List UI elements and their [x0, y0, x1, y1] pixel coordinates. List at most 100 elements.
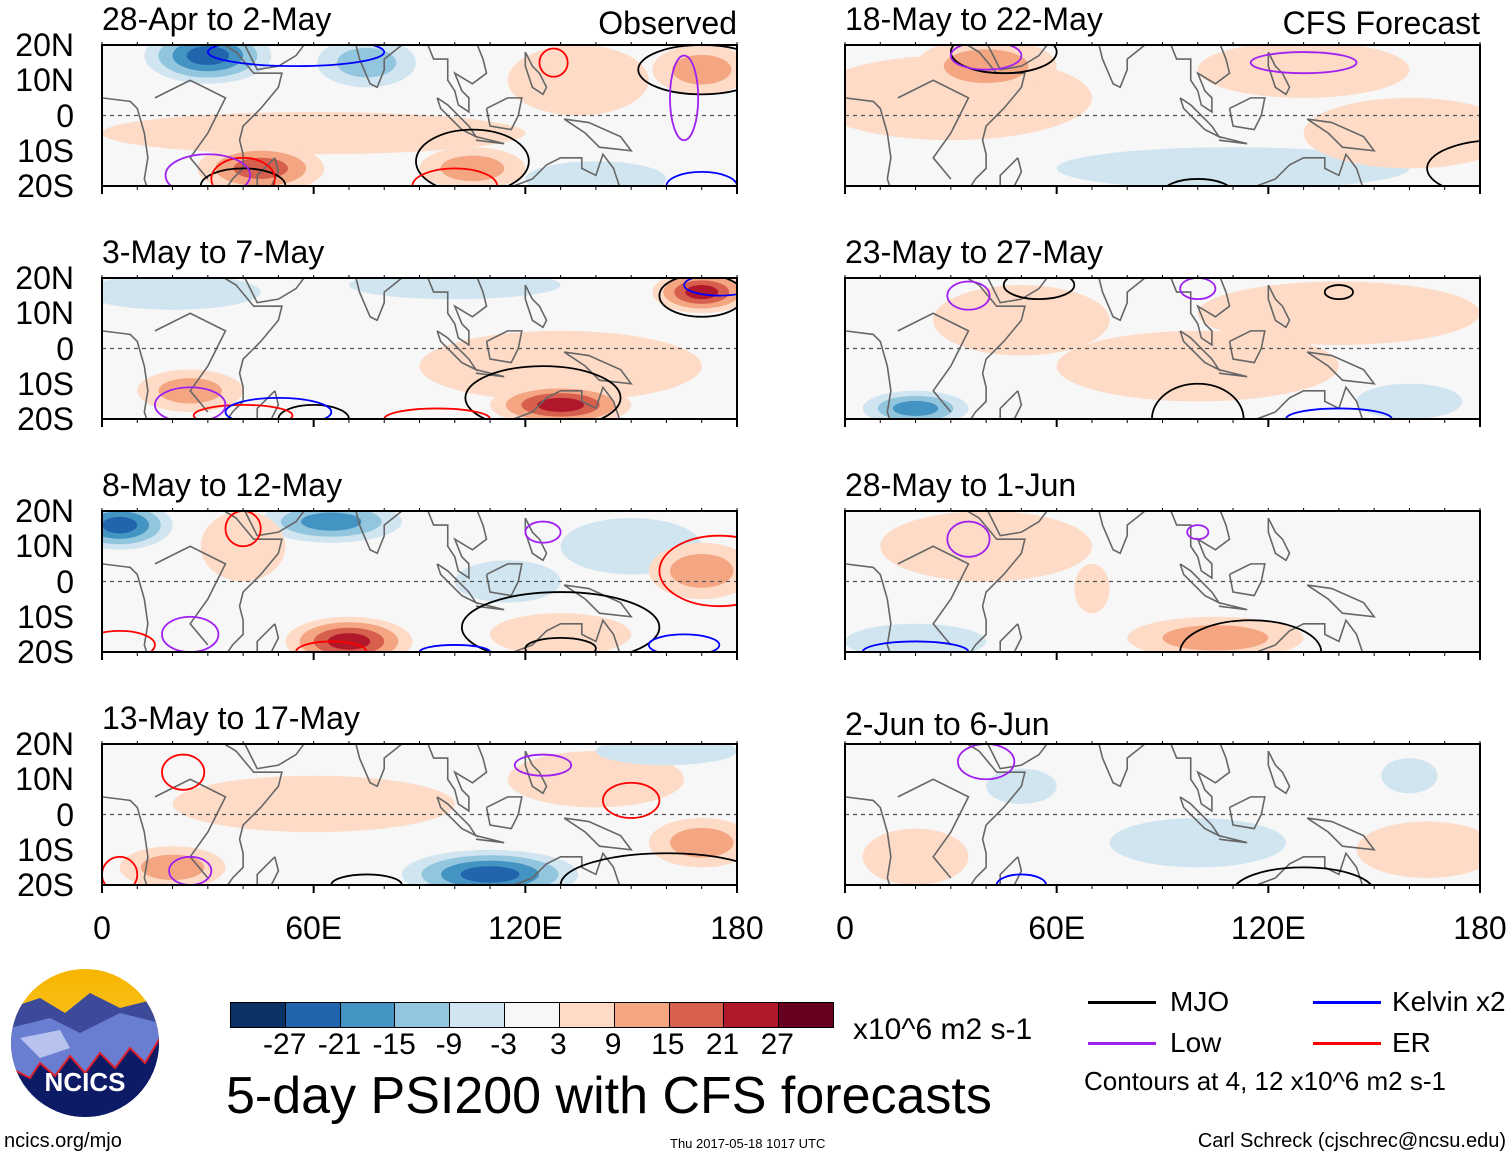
er-contour — [538, 47, 569, 78]
coastline — [243, 744, 305, 770]
colorbar-label: 27 — [760, 1028, 794, 1061]
mjo-contour — [1151, 382, 1245, 419]
colorbar-swatch — [340, 1003, 396, 1027]
coastline — [563, 118, 633, 152]
ncics-logo: NCICS — [11, 969, 159, 1117]
coastline — [1267, 51, 1291, 96]
er-contour — [102, 855, 139, 885]
coastline — [845, 563, 892, 652]
footer-url[interactable]: ncics.org/mjo — [4, 1130, 122, 1152]
map-panel — [101, 42, 738, 194]
coastline — [1097, 511, 1147, 555]
anomaly-shading — [525, 161, 667, 186]
coastline — [1179, 97, 1222, 139]
coastline — [986, 744, 1048, 770]
y-tick-label: 0 — [56, 330, 74, 367]
coastline — [1170, 511, 1231, 580]
anomaly-shading — [1056, 147, 1410, 186]
x-tick-label: 0 — [836, 910, 854, 946]
map-panel — [844, 508, 1481, 660]
coastline — [986, 278, 1048, 304]
coastline — [1097, 744, 1147, 788]
y-tick-label: 20S — [17, 634, 74, 670]
low-contour — [164, 153, 252, 186]
er-contour — [411, 167, 498, 186]
y-tick-label: 10S — [17, 365, 74, 402]
coastline — [243, 45, 305, 71]
coastline — [1218, 135, 1248, 145]
map-panel — [844, 275, 1481, 427]
coastline — [1218, 834, 1248, 844]
anomaly-shading — [460, 866, 520, 883]
coastline — [845, 97, 892, 186]
legend-mjo: MJO — [1170, 986, 1230, 1017]
coastline — [102, 330, 149, 419]
anomaly-shading — [140, 854, 205, 881]
coastline — [102, 97, 149, 186]
coastline — [999, 856, 1023, 885]
footer-timestamp: Thu 2017-05-18 1017 UTC — [670, 1136, 826, 1151]
low-contour — [1249, 51, 1358, 75]
coastline — [1170, 744, 1231, 813]
anomaly-shading — [490, 613, 632, 652]
anomaly-shading — [1303, 97, 1480, 169]
y-tick-label: 10S — [17, 831, 74, 868]
colorbar-swatch — [505, 1003, 560, 1027]
er-contour — [602, 781, 661, 819]
y-tick-label: 0 — [56, 563, 74, 600]
anomaly-shading — [1197, 45, 1410, 98]
panel-tag: Observed — [598, 5, 737, 41]
anomaly-shading — [672, 54, 732, 85]
coastline — [243, 278, 305, 304]
coastline — [511, 851, 621, 885]
colorbar-swatch — [450, 1003, 506, 1027]
y-tick-label: 20S — [17, 867, 74, 903]
coastline — [999, 157, 1023, 186]
y-tick-label: 10S — [17, 598, 74, 635]
coastline — [102, 796, 149, 885]
y-tick-label: 0 — [56, 97, 74, 134]
y-tick-label: 20S — [17, 168, 74, 204]
coastline — [475, 834, 505, 844]
coastline — [256, 157, 280, 186]
anomaly-shading — [102, 516, 138, 534]
x-tick-label: 180 — [1453, 910, 1507, 946]
er-contour — [192, 404, 294, 419]
er-contour — [102, 629, 156, 652]
coastline — [222, 511, 283, 652]
coastline — [1306, 351, 1376, 385]
mjo-contour — [460, 591, 661, 652]
kelvin-contour — [995, 873, 1047, 885]
low-contour — [949, 45, 1023, 71]
coastline — [475, 135, 505, 145]
coastline — [845, 796, 892, 885]
coastline — [1306, 118, 1376, 152]
colorbar-units: x10^6 m2 s-1 — [853, 1013, 1033, 1046]
low-contour — [1179, 278, 1217, 301]
anomaly-shading — [507, 45, 649, 116]
low-contour — [154, 386, 227, 419]
coastline — [1254, 385, 1364, 419]
mjo-contour — [1426, 140, 1480, 186]
legend-line-er — [1313, 1042, 1381, 1045]
coastline — [1254, 851, 1364, 885]
panel-title: 28-Apr to 2-May — [102, 1, 332, 37]
low-contour — [161, 615, 220, 652]
coastline — [986, 45, 1048, 71]
x-tick-label: 60E — [1028, 910, 1086, 946]
colorbar-label: 21 — [705, 1028, 740, 1061]
legend-er: ER — [1392, 1027, 1431, 1058]
mjo-contour — [1179, 619, 1323, 652]
anomaly-shading — [685, 285, 719, 300]
y-tick-label: 10N — [15, 295, 74, 332]
legend-line-mjo — [1088, 1001, 1156, 1004]
colorbar-label: -9 — [435, 1028, 463, 1061]
anomaly-shading — [1356, 821, 1480, 878]
low-contour — [1186, 524, 1210, 541]
panel-tag: CFS Forecast — [1282, 5, 1480, 41]
coastline — [475, 368, 505, 378]
low-contour — [524, 520, 562, 544]
coastline — [222, 744, 283, 885]
y-tick-label: 20N — [15, 27, 74, 63]
er-contour — [383, 407, 491, 419]
